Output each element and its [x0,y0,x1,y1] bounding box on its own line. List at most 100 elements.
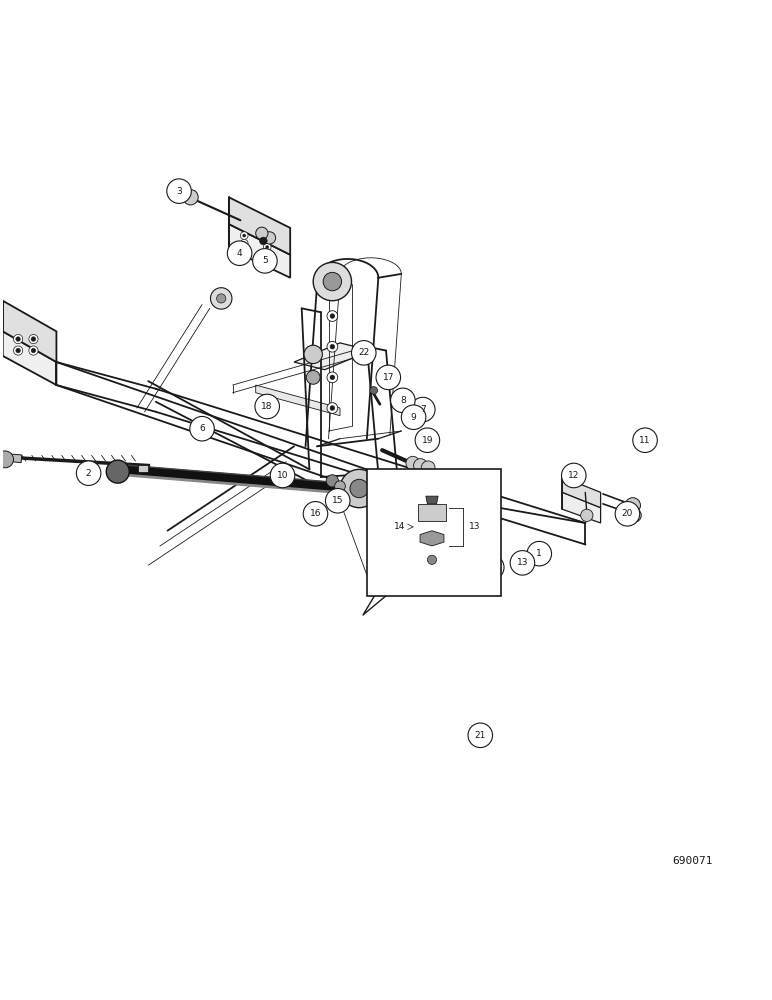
Text: 1: 1 [537,549,542,558]
Text: 16: 16 [310,509,321,518]
Circle shape [633,428,657,452]
Text: 15: 15 [332,496,344,505]
Circle shape [240,232,248,239]
Text: 19: 19 [422,436,433,445]
Text: 14: 14 [486,563,497,572]
Text: 3: 3 [176,187,182,196]
Polygon shape [562,477,601,508]
Circle shape [376,365,401,390]
Text: 12: 12 [568,471,580,480]
Circle shape [266,246,269,249]
Circle shape [29,346,38,355]
Text: 13: 13 [516,558,528,567]
Text: 13: 13 [469,522,480,531]
Circle shape [190,416,215,441]
Circle shape [330,406,334,410]
Circle shape [263,236,271,243]
Polygon shape [294,343,371,370]
Circle shape [370,387,378,394]
Text: 5: 5 [262,256,268,265]
Text: 11: 11 [639,436,651,445]
Circle shape [468,723,493,748]
Circle shape [270,463,295,488]
Circle shape [479,555,504,580]
Circle shape [240,239,248,247]
Circle shape [581,509,593,521]
Circle shape [313,262,351,301]
Circle shape [561,463,586,488]
Circle shape [396,485,415,504]
Text: 17: 17 [383,373,394,382]
Text: 2: 2 [86,469,91,478]
Circle shape [256,227,268,239]
Polygon shape [3,301,56,362]
Circle shape [628,508,642,522]
Circle shape [615,502,640,526]
Circle shape [401,405,426,429]
Circle shape [15,348,20,353]
Circle shape [350,479,368,498]
Circle shape [422,461,435,475]
Bar [11,454,22,463]
Circle shape [327,311,337,321]
Circle shape [327,475,338,487]
Circle shape [13,334,22,344]
Circle shape [323,272,341,291]
Circle shape [263,232,276,244]
Circle shape [327,372,337,383]
Circle shape [411,397,435,422]
Circle shape [167,179,191,203]
Circle shape [31,348,36,353]
Polygon shape [229,224,290,278]
Circle shape [510,551,535,575]
Polygon shape [256,385,340,416]
Polygon shape [229,197,290,255]
Text: 690071: 690071 [672,856,713,866]
Circle shape [211,288,232,309]
Circle shape [31,337,36,341]
Text: 14: 14 [394,522,405,531]
Circle shape [326,489,350,513]
Text: 6: 6 [199,424,205,433]
Circle shape [304,345,323,364]
Circle shape [227,241,252,265]
Polygon shape [420,531,444,546]
Circle shape [527,541,551,566]
Text: 4: 4 [237,249,242,258]
Circle shape [330,344,334,349]
Circle shape [76,461,101,485]
Circle shape [259,237,267,245]
Circle shape [327,403,337,413]
Circle shape [263,243,271,251]
Circle shape [252,249,277,273]
Circle shape [242,234,245,237]
Text: 21: 21 [475,731,486,740]
Circle shape [327,341,337,352]
Text: 9: 9 [411,413,416,422]
Polygon shape [3,331,56,385]
Circle shape [334,481,345,492]
Text: 8: 8 [400,396,406,405]
Circle shape [406,456,420,470]
Circle shape [242,242,245,245]
Circle shape [351,341,376,365]
FancyBboxPatch shape [367,469,501,596]
Circle shape [625,498,641,513]
Circle shape [330,314,334,318]
Polygon shape [562,492,601,523]
Text: 22: 22 [358,348,369,357]
Circle shape [340,469,378,508]
Circle shape [415,428,439,452]
Circle shape [107,460,129,483]
Text: 10: 10 [277,471,288,480]
Text: 7: 7 [420,405,425,414]
Circle shape [330,375,334,380]
Circle shape [428,555,437,564]
Bar [418,504,445,521]
Circle shape [217,294,226,303]
Circle shape [306,370,320,384]
Circle shape [15,337,20,341]
Circle shape [13,346,22,355]
Bar [138,465,147,472]
Text: 20: 20 [621,509,633,518]
